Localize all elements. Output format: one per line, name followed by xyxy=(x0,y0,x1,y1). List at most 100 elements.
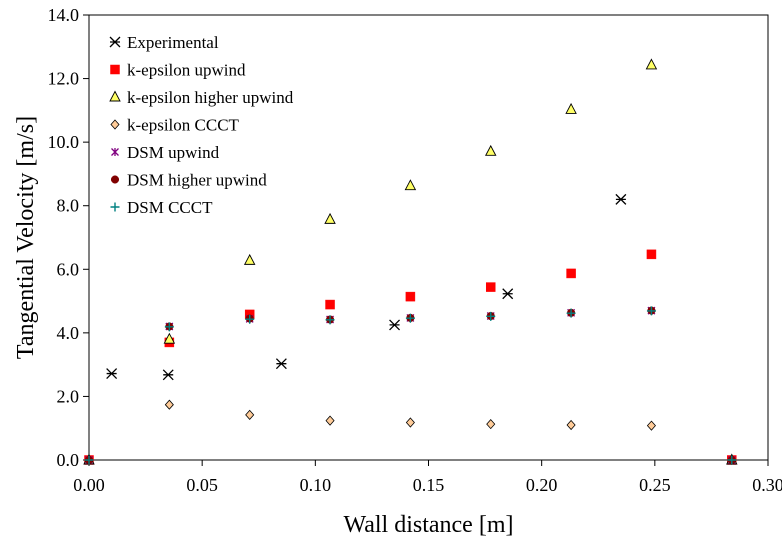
x-tick-label: 0.10 xyxy=(300,475,332,495)
plus-marker xyxy=(84,455,94,465)
triangle-marker xyxy=(109,90,121,102)
square-marker xyxy=(325,299,335,310)
series-dsm-ccct xyxy=(84,306,737,465)
data-point xyxy=(615,193,627,205)
star-cross-marker xyxy=(275,358,287,370)
triangle-marker xyxy=(565,102,577,114)
plus-marker xyxy=(405,313,415,323)
diamond-marker xyxy=(325,415,335,426)
legend-item: k-epsilon higher upwind xyxy=(109,88,294,107)
square-marker xyxy=(485,282,496,292)
data-point xyxy=(566,308,576,318)
data-point xyxy=(566,268,576,279)
data-point xyxy=(646,420,656,431)
data-point xyxy=(110,64,120,75)
triangle-marker xyxy=(163,332,176,344)
legend-label: k-epsilon upwind xyxy=(127,61,246,80)
data-point xyxy=(405,291,416,302)
data-point xyxy=(243,253,256,265)
star-cross-marker xyxy=(615,193,627,205)
diamond-marker xyxy=(245,409,255,420)
y-tick-label: 0.0 xyxy=(57,450,80,470)
data-point xyxy=(405,417,415,428)
data-point xyxy=(110,202,120,212)
legend-label: Experimental xyxy=(127,33,219,52)
y-tick-label: 6.0 xyxy=(57,259,80,279)
plus-marker xyxy=(486,311,496,321)
circle-marker xyxy=(110,175,120,184)
series-k-epsilon-upwind xyxy=(84,249,737,465)
legend-label: DSM higher upwind xyxy=(127,171,267,190)
triangle-marker xyxy=(243,253,256,265)
data-point xyxy=(405,313,415,323)
x-tick-label: 0.00 xyxy=(73,475,105,495)
legend-item: DSM higher upwind xyxy=(110,171,267,190)
data-point xyxy=(84,455,94,465)
star-cross-marker xyxy=(162,369,174,381)
data-point xyxy=(110,175,120,184)
plus-marker xyxy=(566,308,576,318)
data-point xyxy=(162,369,174,381)
y-tick-label: 10.0 xyxy=(48,132,80,152)
asterisk-marker xyxy=(111,148,119,156)
series-k-epsilon-ccct xyxy=(84,399,737,466)
x-tick-label: 0.25 xyxy=(639,475,671,495)
y-tick-label: 4.0 xyxy=(57,323,80,343)
triangle-marker xyxy=(404,179,417,191)
legend: Experimental k-epsilon upwind k-epsilon hi… xyxy=(109,33,294,217)
plus-marker xyxy=(110,202,120,212)
data-point xyxy=(389,319,401,331)
plus-marker xyxy=(245,314,255,324)
triangle-marker xyxy=(324,212,336,224)
y-tick-label: 14.0 xyxy=(48,5,80,25)
square-marker xyxy=(110,64,120,75)
data-markers xyxy=(83,58,738,466)
data-point xyxy=(565,102,577,114)
square-marker xyxy=(566,268,576,279)
data-point xyxy=(109,36,121,48)
diamond-marker xyxy=(405,417,415,428)
square-marker xyxy=(646,249,657,260)
data-point xyxy=(484,144,497,156)
star-cross-marker xyxy=(502,288,514,300)
x-tick-label: 0.30 xyxy=(752,475,782,495)
series-dsm-higher-upwind xyxy=(84,306,736,465)
data-point xyxy=(486,311,496,321)
data-point xyxy=(727,455,737,465)
legend-label: DSM CCCT xyxy=(127,198,213,217)
star-cross-marker xyxy=(389,319,401,331)
data-point xyxy=(646,249,657,260)
square-marker xyxy=(405,291,416,302)
data-point xyxy=(164,399,174,410)
series-experimental xyxy=(106,193,627,381)
data-point xyxy=(325,415,335,426)
legend-item: Experimental xyxy=(109,33,219,52)
data-point xyxy=(111,148,119,156)
data-point xyxy=(245,409,255,420)
plus-marker xyxy=(727,455,737,465)
data-point xyxy=(245,314,255,324)
legend-label: DSM upwind xyxy=(127,143,220,162)
data-point xyxy=(404,179,417,191)
data-point xyxy=(106,368,118,380)
plus-marker xyxy=(164,322,174,332)
legend-label: k-epsilon CCCT xyxy=(127,116,240,135)
x-tick-label: 0.20 xyxy=(526,475,558,495)
x-axis-title: Wall distance [m] xyxy=(343,512,513,538)
y-axis-title: Tangential Velocity [m/s] xyxy=(13,116,39,359)
plot-area-border xyxy=(88,14,769,461)
diamond-marker xyxy=(164,399,174,410)
data-point xyxy=(566,419,576,431)
diamond-marker xyxy=(566,419,576,431)
plot-frame xyxy=(88,14,769,461)
x-axis-ticks: 0.00 0.05 0.10 0.15 0.20 0.25 0.30 xyxy=(73,460,782,495)
data-point xyxy=(275,358,287,370)
legend-item: DSM upwind xyxy=(111,143,220,162)
data-point xyxy=(163,332,176,344)
y-tick-label: 2.0 xyxy=(57,386,80,406)
plus-marker xyxy=(325,315,335,325)
y-tick-label: 8.0 xyxy=(57,196,80,216)
plus-marker xyxy=(646,306,656,316)
